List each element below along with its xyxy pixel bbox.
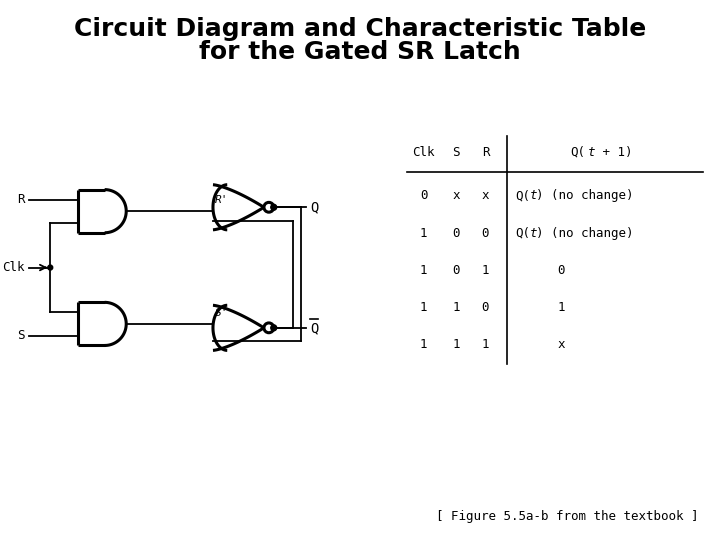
Text: S: S — [17, 329, 24, 342]
Text: Q(: Q( — [515, 227, 530, 240]
Text: Q(: Q( — [570, 146, 585, 159]
Text: 1: 1 — [420, 339, 428, 352]
Text: S: S — [452, 146, 460, 159]
Text: R': R' — [215, 195, 228, 205]
Text: t: t — [530, 190, 537, 202]
Text: 0: 0 — [452, 264, 460, 277]
Circle shape — [48, 265, 53, 270]
Text: R: R — [482, 146, 489, 159]
Text: 1: 1 — [482, 339, 489, 352]
Text: t: t — [588, 146, 595, 159]
Text: 1: 1 — [452, 339, 460, 352]
Text: ) (no change): ) (no change) — [536, 190, 634, 202]
Text: t: t — [530, 227, 537, 240]
Text: x: x — [482, 190, 489, 202]
Text: 0: 0 — [420, 190, 428, 202]
Text: S': S' — [215, 308, 228, 318]
Text: Clk: Clk — [2, 261, 24, 274]
Circle shape — [271, 325, 276, 331]
Text: 0: 0 — [557, 264, 564, 277]
Text: R: R — [17, 193, 24, 206]
Text: + 1): + 1) — [595, 146, 633, 159]
Text: 1: 1 — [420, 301, 428, 314]
Text: 1: 1 — [482, 264, 489, 277]
Text: 1: 1 — [557, 301, 564, 314]
Text: Circuit Diagram and Characteristic Table: Circuit Diagram and Characteristic Table — [74, 17, 646, 41]
Text: Q(: Q( — [515, 190, 530, 202]
Text: 1: 1 — [420, 227, 428, 240]
Text: Q: Q — [310, 321, 318, 335]
Text: Q: Q — [310, 200, 318, 214]
Circle shape — [271, 204, 276, 210]
Text: 1: 1 — [420, 264, 428, 277]
Text: 1: 1 — [452, 301, 460, 314]
Text: x: x — [452, 190, 460, 202]
Text: 0: 0 — [452, 227, 460, 240]
Text: 0: 0 — [482, 301, 489, 314]
Text: for the Gated SR Latch: for the Gated SR Latch — [199, 39, 521, 64]
Text: Clk: Clk — [413, 146, 435, 159]
Text: 0: 0 — [482, 227, 489, 240]
Text: x: x — [557, 339, 564, 352]
Text: ) (no change): ) (no change) — [536, 227, 634, 240]
Text: [ Figure 5.5a-b from the textbook ]: [ Figure 5.5a-b from the textbook ] — [436, 510, 698, 523]
